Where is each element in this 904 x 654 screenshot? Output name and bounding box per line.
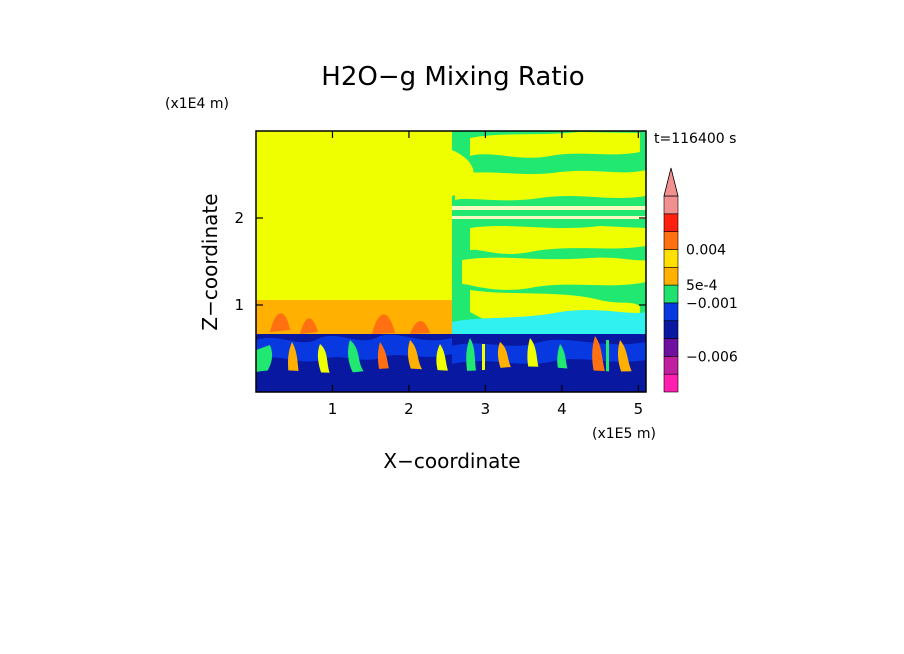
orange-plumes (270, 313, 430, 334)
y-tick-label-0: 1 (234, 296, 244, 314)
chart-title: H2O−g Mixing Ratio (321, 62, 584, 92)
colorbar-segment-9 (663, 213, 679, 232)
x-axis-label: X−coordinate (383, 449, 520, 473)
x-axis-ticks: 1 2 3 4 5 (328, 131, 643, 418)
y-tick-label-1: 2 (234, 209, 244, 227)
x-tick-label-0: 1 (328, 400, 338, 418)
colorbar-segment-8 (663, 231, 679, 250)
x-tick-label-3: 4 (557, 400, 567, 418)
lower-band-features (256, 334, 646, 392)
heatmap-field (256, 131, 646, 392)
y-axis-ticks: 12 (234, 209, 646, 314)
colorbar-label-0: −0.006 (686, 349, 738, 365)
colorbar-segment-6 (663, 266, 679, 286)
x-tick-label-2: 3 (481, 400, 491, 418)
colorbar-segment-2 (663, 338, 679, 357)
colorbar: −0.006 −0.001 5e-4 0.004 (663, 167, 738, 393)
colorbar-segment-4 (663, 302, 679, 322)
colorbar-segment-1 (663, 356, 679, 375)
colorbar-segment-3 (663, 320, 679, 339)
colorbar-label-2: 5e-4 (686, 278, 718, 294)
colorbar-label-3: 0.004 (686, 242, 726, 258)
colorbar-label-1: −0.001 (686, 296, 738, 312)
colorbar-segment-10 (663, 195, 679, 215)
x-tick-label-4: 5 (634, 400, 644, 418)
y-unit-label: (x1E4 m) (165, 96, 229, 112)
plot-frame (255, 130, 647, 393)
colorbar-segment-7 (663, 249, 679, 268)
colorbar-segment-0 (663, 373, 679, 393)
colorbar-segment-5 (663, 284, 679, 304)
x-tick-label-1: 2 (404, 400, 414, 418)
colorbar-arrow (663, 167, 679, 197)
y-axis-label: Z−coordinate (198, 193, 222, 330)
time-label: t=116400 s (654, 131, 736, 147)
x-unit-label: (x1E5 m) (592, 426, 656, 442)
